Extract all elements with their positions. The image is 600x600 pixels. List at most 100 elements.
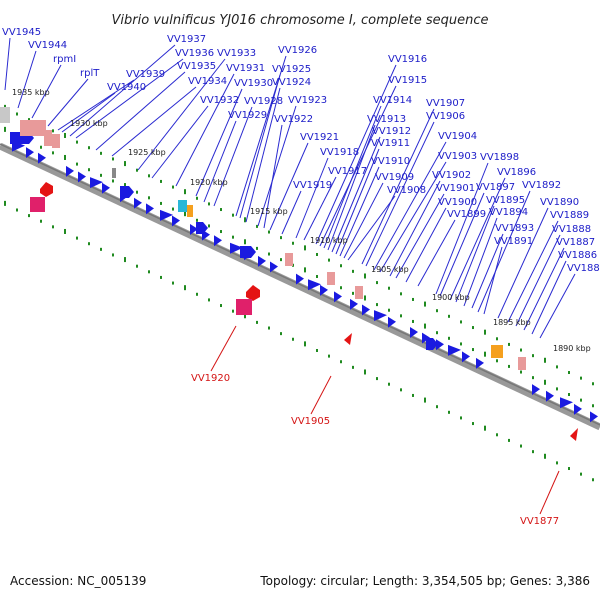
cds-arrow	[26, 147, 34, 159]
gene-label: VV1925	[272, 64, 311, 75]
kbp-label: 1915 kbp	[250, 207, 288, 216]
tick-mark	[40, 219, 42, 223]
tick-mark	[88, 242, 90, 246]
gene-label: VV1919	[293, 180, 332, 191]
tick-mark	[556, 387, 558, 391]
leader-line	[361, 108, 435, 265]
tick-mark	[556, 365, 558, 369]
tick-mark	[532, 450, 534, 454]
tick-mark	[532, 376, 534, 380]
tick-mark	[124, 161, 126, 167]
tick-mark	[88, 168, 90, 172]
tick-mark	[412, 319, 414, 323]
tick-mark	[208, 298, 210, 302]
reverse-gene-label: VV1920	[191, 373, 230, 384]
leader-line	[75, 58, 184, 139]
gene-label: VV1916	[388, 54, 427, 65]
tick-mark	[184, 189, 186, 195]
tick-mark	[484, 425, 486, 431]
cds-arrow	[78, 171, 86, 183]
gene-label: VV1898	[480, 152, 519, 163]
cds-arrow	[560, 397, 573, 409]
gene-label: VV1896	[497, 167, 536, 178]
leader-line	[531, 260, 567, 335]
reverse-feature-block	[30, 197, 45, 212]
gene-label: VV1914	[373, 95, 412, 106]
misc-feature-gray	[112, 168, 116, 178]
tick-mark	[592, 382, 594, 386]
tick-mark	[28, 118, 30, 122]
cds-arrow	[374, 310, 387, 322]
tick-mark	[220, 230, 222, 234]
tick-mark	[592, 478, 594, 482]
cds-arrow	[258, 255, 266, 267]
tick-mark	[136, 264, 138, 268]
gene-label: rpmI	[53, 54, 76, 65]
tick-mark	[40, 145, 42, 149]
tick-mark	[568, 371, 570, 375]
tick-mark	[508, 342, 510, 346]
tick-mark	[232, 213, 234, 217]
tick-rows	[4, 104, 594, 482]
cds-arrow	[546, 390, 554, 402]
tick-mark	[460, 342, 462, 346]
rrna-block	[20, 120, 46, 136]
leader-line	[295, 157, 329, 239]
misc-features	[0, 107, 526, 370]
tick-mark	[52, 225, 54, 229]
gene-label: VV1892	[522, 180, 561, 191]
tick-mark	[52, 129, 54, 133]
leader-line	[213, 106, 253, 207]
kbp-label: 1905 kbp	[371, 265, 409, 274]
leader-line	[137, 58, 226, 171]
gene-label: VV1902	[432, 170, 471, 181]
gene-label: VV1900	[438, 197, 477, 208]
gene-label: VV1890	[540, 197, 579, 208]
tick-mark	[4, 126, 6, 132]
gene-label: VV1933	[217, 48, 256, 59]
gene-label: VV1913	[367, 114, 406, 125]
tick-mark	[484, 329, 486, 335]
cds-arrow	[350, 298, 358, 310]
tick-mark	[448, 314, 450, 318]
gene-label: VV1885	[567, 263, 600, 274]
misc-feature-gray	[0, 107, 10, 123]
leader-line	[17, 50, 37, 109]
gene-label: VV1899	[447, 209, 486, 220]
cds-arrow	[190, 223, 198, 235]
leader-line	[175, 73, 235, 187]
gene-label: rplT	[80, 68, 100, 79]
leader-line	[111, 86, 197, 157]
tick-mark	[196, 292, 198, 296]
cds-arrow	[38, 152, 46, 164]
tick-mark	[484, 351, 486, 357]
tick-mark	[460, 416, 462, 420]
kbp-label: 1890 kbp	[553, 344, 591, 353]
gene-label: VV1903	[438, 151, 477, 162]
leader-line	[195, 88, 243, 197]
tick-mark	[232, 235, 234, 239]
gene-label: VV1904	[438, 131, 477, 142]
tick-mark	[292, 241, 294, 245]
leader-line	[203, 120, 237, 203]
cds-arrow	[160, 209, 173, 221]
gene-label: VV1945	[2, 27, 41, 38]
leader-line	[405, 207, 447, 283]
tick-mark	[196, 218, 198, 222]
tick-mark	[184, 285, 186, 291]
tick-mark	[376, 303, 378, 307]
tick-mark	[172, 281, 174, 285]
gene-label: VV1944	[28, 40, 67, 51]
tick-mark	[340, 264, 342, 268]
tick-mark	[436, 405, 438, 409]
reverse-gene-label: VV1877	[520, 516, 559, 527]
cds-block	[196, 222, 208, 234]
leader-line	[61, 92, 116, 133]
gene-label: VV1912	[372, 126, 411, 137]
leader-line	[373, 141, 447, 271]
tick-mark	[76, 162, 78, 166]
tick-mark	[496, 433, 498, 437]
tick-mark	[280, 258, 282, 262]
tick-mark	[160, 179, 162, 183]
tick-mark	[400, 314, 402, 318]
